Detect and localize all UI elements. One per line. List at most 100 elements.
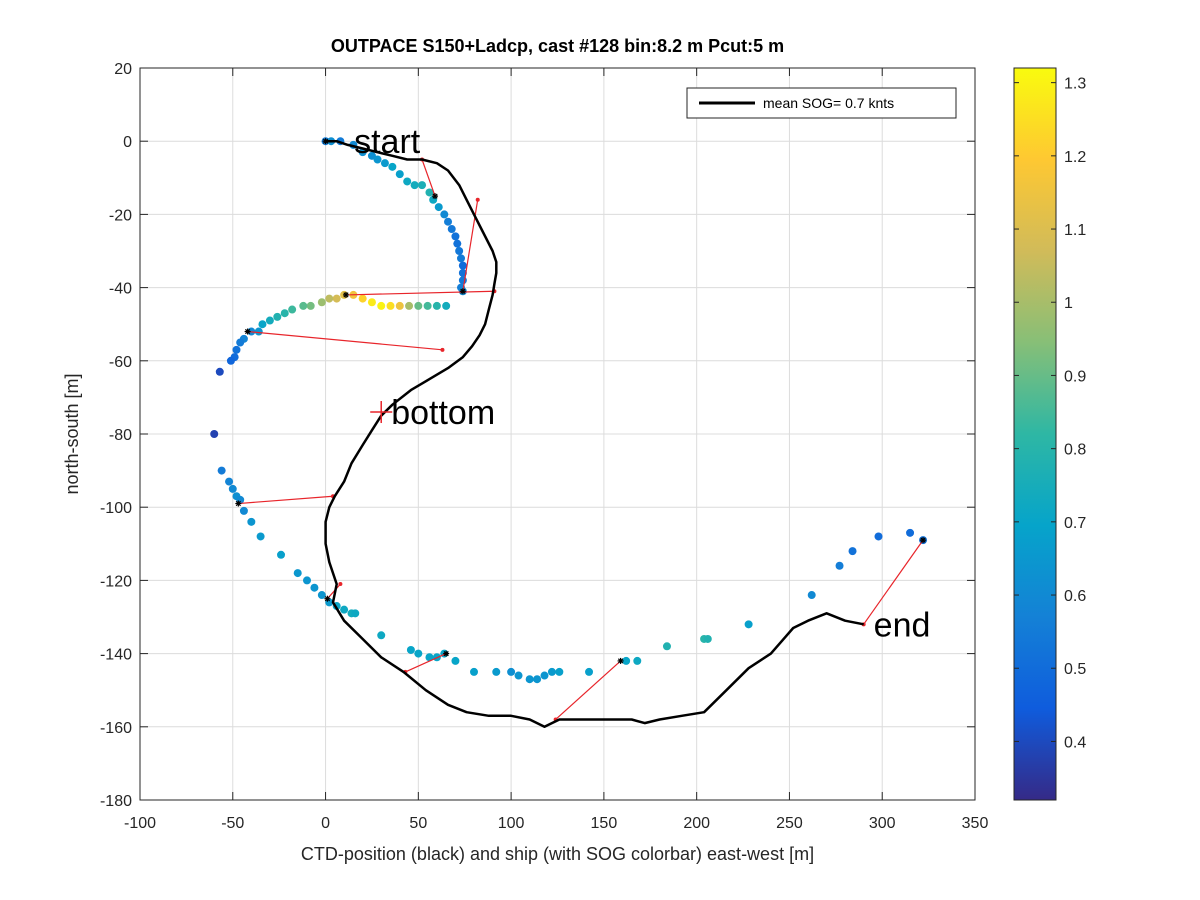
ship-point — [744, 620, 753, 629]
connectors — [238, 157, 924, 722]
connector-line — [421, 159, 436, 197]
ship-point — [403, 177, 412, 186]
y-tick-label: -80 — [109, 427, 132, 444]
x-tick-label: 100 — [498, 815, 525, 832]
ship-marker — [920, 537, 927, 544]
ship-point — [388, 162, 397, 171]
ship-point — [367, 298, 376, 307]
ship-point — [215, 367, 224, 376]
colorbar-tick-label: 1.1 — [1064, 222, 1086, 239]
ship-point — [405, 301, 414, 310]
ship-point — [835, 561, 844, 570]
connector-line — [326, 583, 341, 600]
ship-point — [533, 675, 542, 684]
ship-marker — [324, 595, 331, 602]
marker-stroke — [324, 596, 331, 602]
ship-point — [395, 301, 404, 310]
ship-point — [414, 301, 423, 310]
annotation-end: end — [874, 606, 931, 644]
ship-point — [228, 484, 237, 493]
colorbar — [1013, 67, 1057, 801]
ship-marker — [235, 500, 242, 507]
connector-line — [405, 653, 447, 673]
ship-point — [662, 642, 671, 651]
ship-point — [265, 316, 274, 325]
colorbar-tick-label: 0.4 — [1064, 734, 1086, 751]
marker-stroke — [235, 500, 241, 507]
ship-point — [395, 170, 404, 179]
colorbar-tick-label: 1.3 — [1064, 76, 1086, 93]
ship-point — [514, 671, 523, 680]
y-tick-label: -140 — [100, 647, 132, 664]
ship-point — [239, 506, 248, 515]
ship-point — [277, 550, 286, 559]
ship-point — [377, 301, 386, 310]
ship-point — [492, 667, 501, 676]
ship-point — [442, 301, 451, 310]
colorbar-tick-label: 0.7 — [1064, 515, 1086, 532]
ship-point — [406, 645, 415, 654]
colorbar-tick-label: 0.8 — [1064, 442, 1086, 459]
chart-title: OUTPACE S150+Ladcp, cast #128 bin:8.2 m … — [331, 36, 784, 56]
ship-point — [373, 155, 382, 164]
x-tick-label: 300 — [869, 815, 896, 832]
ship-point — [232, 345, 241, 354]
marker-stroke — [443, 650, 449, 657]
ship-point — [444, 217, 453, 226]
ship-point — [451, 232, 460, 241]
ship-points — [210, 137, 928, 684]
ship-point — [507, 667, 516, 676]
connector-line — [863, 539, 924, 625]
y-axis-label: north-south [m] — [62, 373, 82, 494]
ship-point — [434, 203, 443, 212]
x-tick-label: 150 — [591, 815, 618, 832]
ship-point — [273, 312, 282, 321]
ship-point — [453, 239, 462, 248]
y-tick-label: -160 — [100, 720, 132, 737]
ship-point — [622, 656, 631, 665]
ship-point — [440, 210, 449, 219]
ship-point — [458, 268, 467, 277]
ship-point — [540, 671, 549, 680]
x-tick-label: 0 — [321, 815, 330, 832]
ship-point — [555, 667, 564, 676]
marker-stroke — [244, 328, 251, 335]
marker-stroke — [460, 288, 466, 294]
annotation-bottom: bottom — [391, 394, 495, 432]
ship-point — [425, 653, 434, 662]
ship-point — [447, 225, 456, 234]
ship-point — [306, 301, 315, 310]
y-tick-label: -180 — [100, 793, 132, 810]
bottom-marker — [370, 401, 393, 424]
connector-line — [247, 330, 443, 351]
x-tick-label: 250 — [776, 815, 803, 832]
connector-line — [555, 660, 621, 720]
ship-point — [807, 591, 816, 600]
connector-line — [238, 495, 334, 505]
ship-point — [247, 517, 256, 526]
ship-point — [457, 254, 466, 263]
x-tick-label: 50 — [409, 815, 427, 832]
ship-point — [418, 181, 427, 190]
ship-point — [288, 305, 297, 314]
annotation-start: start — [354, 123, 421, 161]
ship-point — [310, 583, 319, 592]
ship-point — [303, 576, 311, 585]
ship-marker — [322, 138, 329, 145]
ship-point — [410, 181, 419, 190]
ship-point — [351, 609, 360, 618]
colorbar-tick-label: 1.2 — [1064, 149, 1086, 166]
ship-point — [317, 591, 326, 600]
ship-point — [906, 528, 915, 537]
marker-stroke — [920, 537, 926, 543]
ship-point — [703, 634, 712, 643]
legend-entry: mean SOG= 0.7 knts — [763, 95, 894, 111]
ship-marker — [432, 193, 439, 200]
ship-point — [451, 656, 460, 665]
y-tick-label: 20 — [114, 61, 132, 78]
ship-point — [386, 301, 395, 310]
ship-point — [280, 309, 289, 318]
ship-point — [254, 327, 263, 336]
ship-point — [377, 631, 386, 640]
